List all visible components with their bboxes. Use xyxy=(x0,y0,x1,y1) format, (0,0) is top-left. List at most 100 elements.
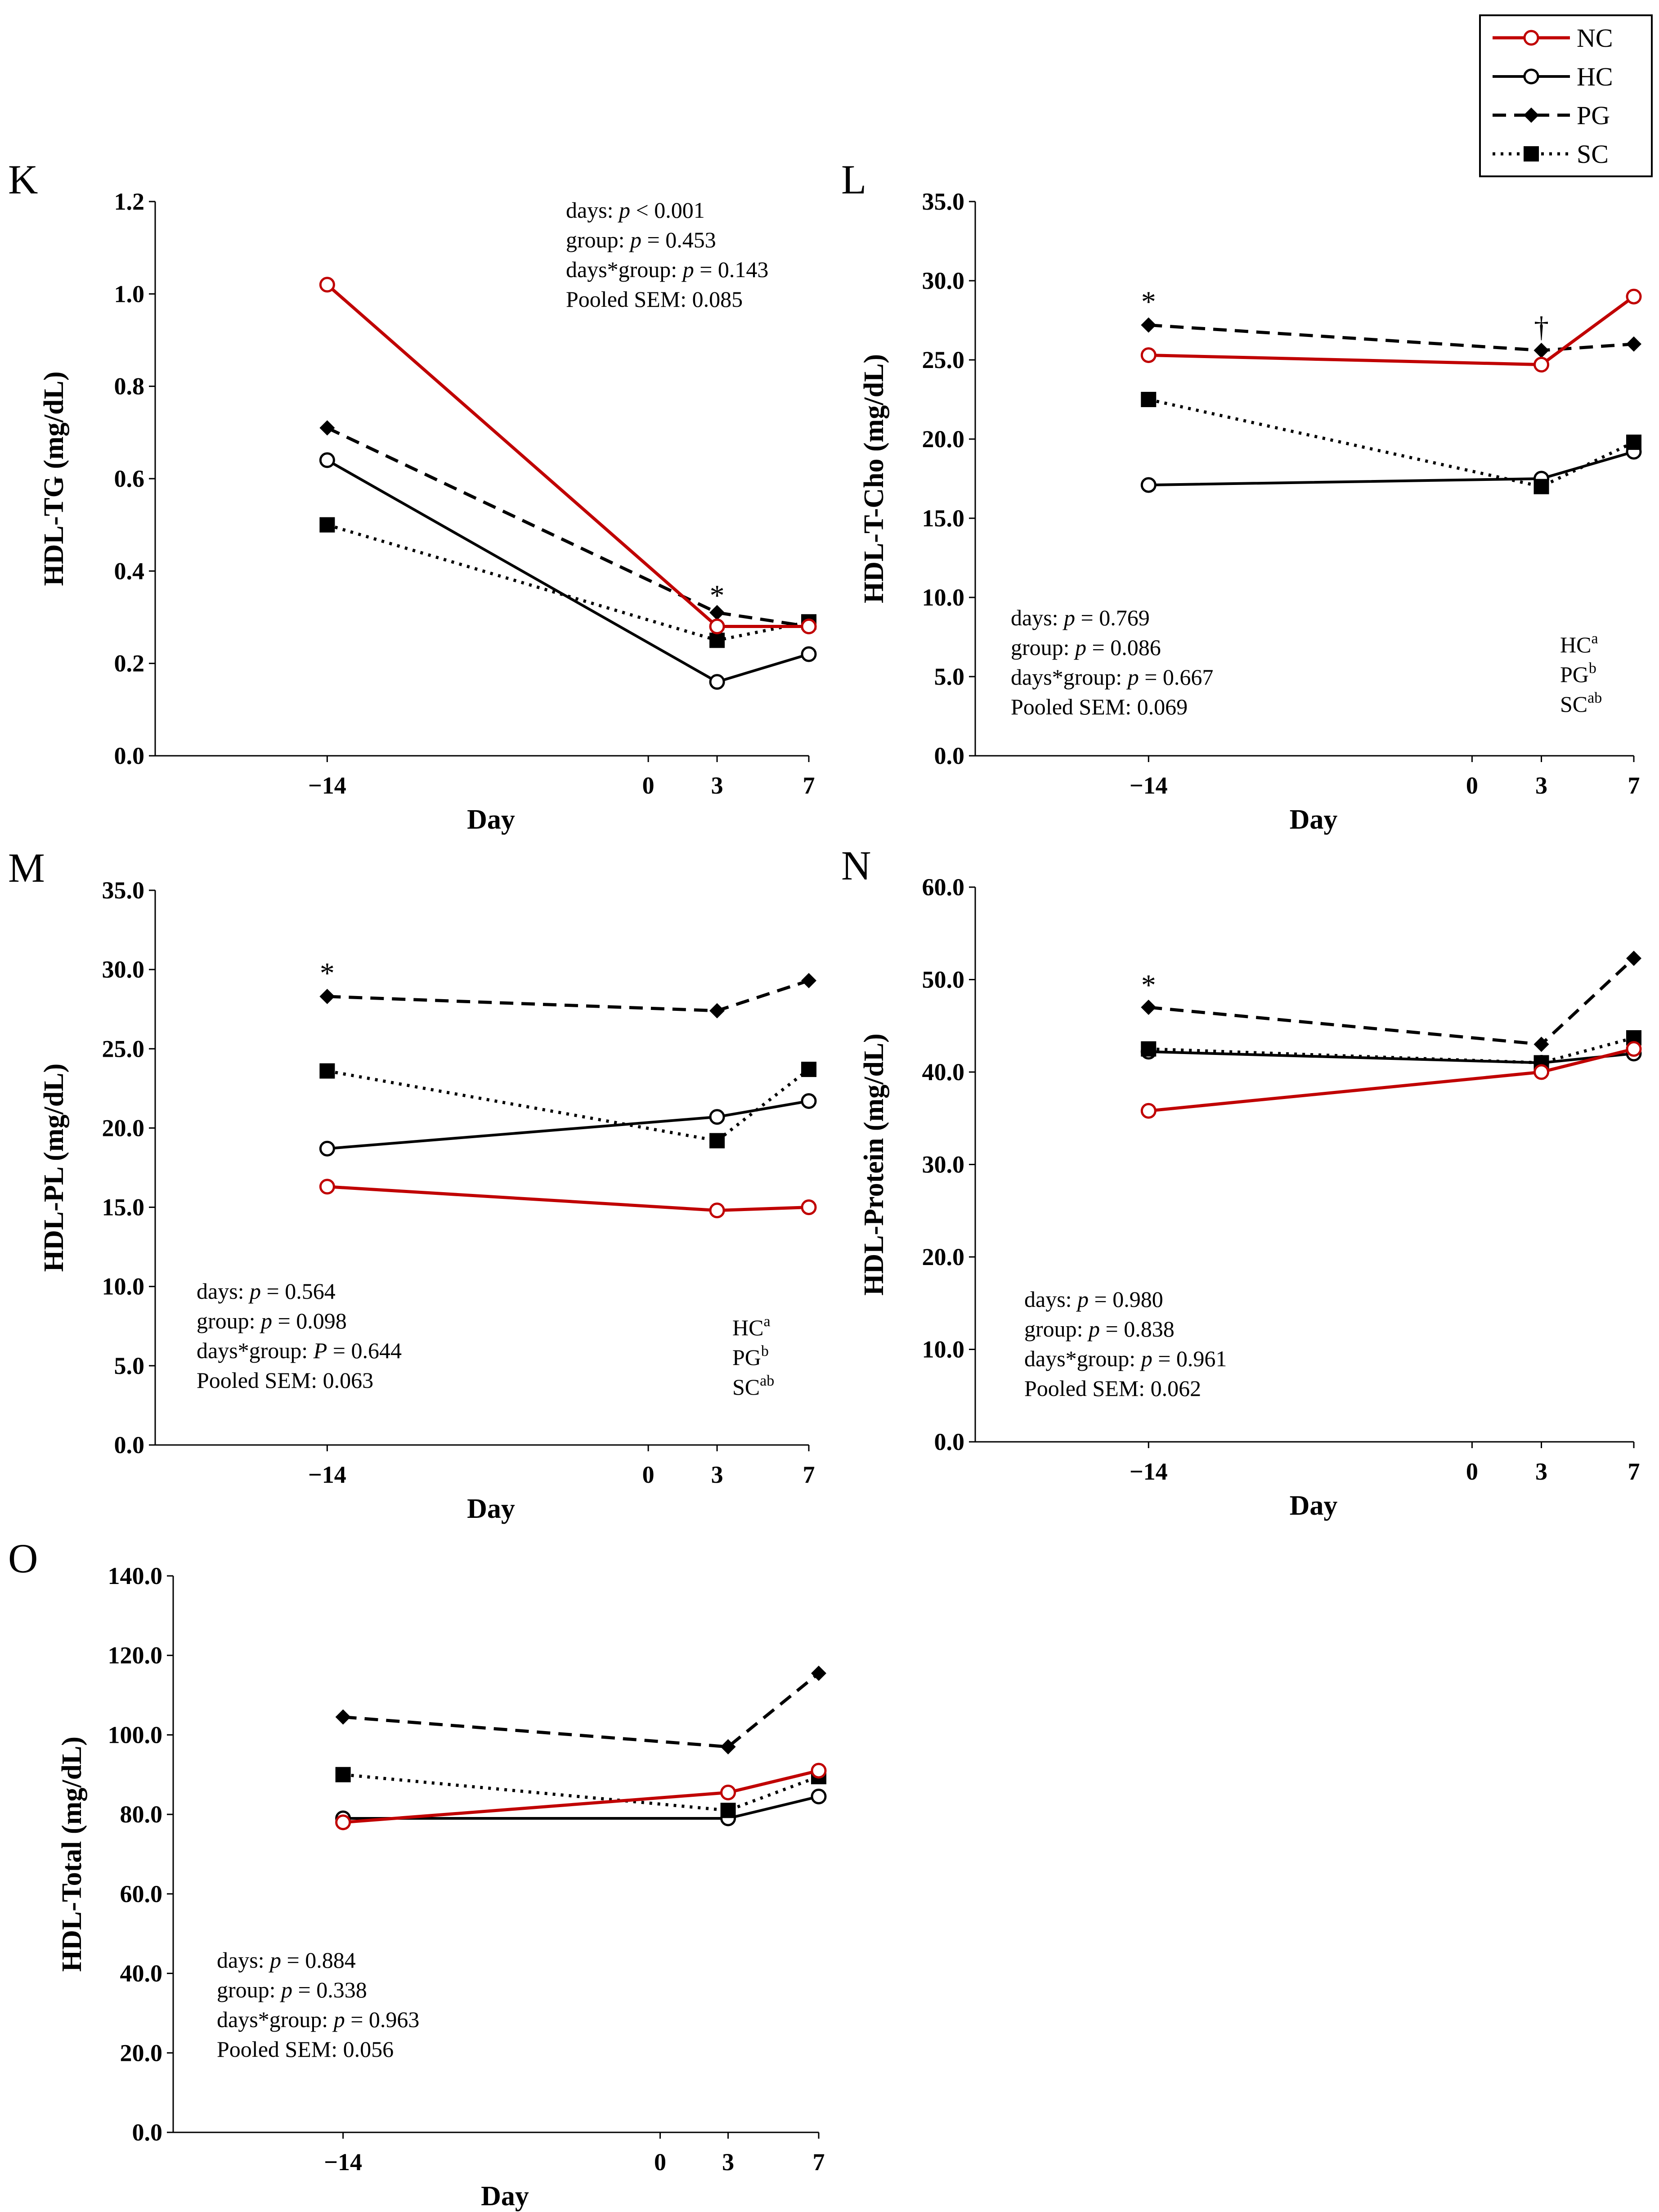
group-superscript: ab xyxy=(1587,690,1602,706)
y-tick-label: 25.0 xyxy=(102,1035,145,1062)
x-tick-label: 7 xyxy=(1628,1458,1640,1485)
point-hc xyxy=(319,452,335,468)
stat-line: group: p = 0.453 xyxy=(566,227,716,252)
series-line-sc xyxy=(327,1068,810,1143)
y-tick-label: 80.0 xyxy=(120,1801,163,1828)
group-letter: PGb xyxy=(732,1343,769,1370)
x-tick-label: −14 xyxy=(308,1461,346,1488)
y-tick-label: 50.0 xyxy=(922,966,965,993)
legend-label-nc: NC xyxy=(1577,23,1613,53)
x-tick-label: 3 xyxy=(1535,772,1547,799)
y-tick-label: 30.0 xyxy=(922,1151,965,1178)
stat-post: = 0.667 xyxy=(1139,664,1214,690)
stat-p: p xyxy=(1074,635,1086,660)
group-name: PG xyxy=(732,1345,761,1370)
y-tick-label: 30.0 xyxy=(922,267,965,294)
stat-pre: days: xyxy=(1024,1287,1077,1312)
x-tick-label: 0 xyxy=(1466,772,1478,799)
stat-post: < 0.001 xyxy=(630,197,705,223)
significance-mark: † xyxy=(1534,311,1549,344)
stat-pre: days*group: xyxy=(1011,664,1128,690)
group-superscript: b xyxy=(761,1343,769,1360)
legend: NC HC PG SC xyxy=(1479,14,1653,177)
stat-post: = 0.963 xyxy=(345,2007,420,2032)
significance-mark: * xyxy=(1141,969,1156,1002)
series-line-sc xyxy=(1148,1036,1634,1064)
stat-post: = 0.086 xyxy=(1086,635,1161,660)
point-sc xyxy=(709,1133,725,1149)
y-tick-label: 0.8 xyxy=(114,373,145,400)
y-tick-label: 10.0 xyxy=(922,584,965,611)
point-sc xyxy=(319,1063,335,1079)
y-tick-label: 0.0 xyxy=(114,742,145,769)
y-tick-label: 100.0 xyxy=(108,1721,163,1748)
group-superscript: b xyxy=(1589,660,1596,677)
stat-p: p xyxy=(248,1279,261,1304)
x-axis-title: Day xyxy=(1290,804,1338,835)
stat-post: = 0.453 xyxy=(641,227,716,252)
stat-line: days*group: P = 0.644 xyxy=(197,1338,402,1363)
series-line-hc xyxy=(1148,450,1634,487)
series-line-pg xyxy=(1148,957,1635,1046)
panel-k: K 0.0 0.2 0.4 0.6 0.8 1.0 1.2 −14 0 3 7 Day HDL-TG (m… xyxy=(8,157,817,835)
stat-p: p xyxy=(332,2007,345,2032)
group-letter: SCab xyxy=(732,1373,774,1400)
point-pg xyxy=(709,605,725,620)
group-name: HC xyxy=(732,1315,763,1340)
group-name: SC xyxy=(1560,691,1587,717)
stat-pre: days*group: xyxy=(566,257,683,282)
y-axis-title: HDL-TG (mg/dL) xyxy=(39,371,69,586)
group-letter: SCab xyxy=(1560,690,1602,717)
stat-line: Pooled SEM: 0.069 xyxy=(1011,694,1188,719)
x-tick-label: 7 xyxy=(1628,772,1640,799)
x-tick-label: −14 xyxy=(308,772,346,799)
point-nc xyxy=(801,1199,817,1216)
point-sc xyxy=(319,517,335,533)
x-tick-label: −14 xyxy=(1130,772,1168,799)
stat-p: p xyxy=(280,1977,292,2002)
x-tick-label: 3 xyxy=(711,1461,723,1488)
point-hc xyxy=(801,646,817,662)
point-pg xyxy=(1626,951,1641,966)
series-line-hc xyxy=(343,1795,819,1820)
stat-post: = 0.838 xyxy=(1100,1316,1175,1342)
stat-p: p xyxy=(618,197,630,223)
group-name: PG xyxy=(1560,662,1589,687)
point-nc xyxy=(1626,288,1642,305)
point-pg xyxy=(720,1739,736,1754)
stat-pre: Pooled SEM: 0.069 xyxy=(1011,694,1188,719)
stat-line: days*group: p = 0.667 xyxy=(1011,664,1213,690)
point-pg xyxy=(1141,317,1157,333)
group-letter: HCa xyxy=(1560,630,1598,657)
panel-label: O xyxy=(8,1535,38,1581)
legend-marker-nc xyxy=(1523,30,1539,46)
point-nc xyxy=(811,1763,827,1779)
stat-post: = 0.980 xyxy=(1089,1287,1163,1312)
y-tick-label: 0.6 xyxy=(114,465,145,492)
y-tick-label: 0.4 xyxy=(114,557,145,584)
point-sc xyxy=(1533,479,1549,494)
x-tick-label: 7 xyxy=(803,772,815,799)
x-tick-label: 3 xyxy=(711,772,723,799)
y-tick-label: 120.0 xyxy=(108,1642,163,1669)
stat-post: = 0.564 xyxy=(261,1279,336,1304)
stat-p: p xyxy=(1063,605,1075,630)
y-tick-label: 10.0 xyxy=(102,1273,145,1300)
stat-post: = 0.143 xyxy=(694,257,769,282)
point-pg xyxy=(1626,336,1641,352)
stat-pre: days*group: xyxy=(1024,1346,1141,1371)
group-superscript: a xyxy=(763,1313,770,1330)
panel-n: N 0.0 10.0 20.0 30.0 40.0 50.0 60.0 −14 0 3 7 Day HDL… xyxy=(841,843,1642,1521)
x-tick-label: 3 xyxy=(1535,1458,1547,1485)
series-line-sc xyxy=(1148,398,1635,489)
stat-line: Pooled SEM: 0.063 xyxy=(197,1368,373,1393)
stat-pre: days: xyxy=(1011,605,1064,630)
x-tick-label: 7 xyxy=(813,2149,825,2176)
stat-line: Pooled SEM: 0.056 xyxy=(217,2037,394,2062)
stat-line: group: p = 0.098 xyxy=(197,1308,347,1333)
stat-pre: days*group: xyxy=(217,2007,334,2032)
legend-box xyxy=(1479,14,1653,177)
x-tick-label: 3 xyxy=(722,2149,734,2176)
point-sc xyxy=(1141,1041,1157,1057)
panel-label: M xyxy=(8,845,45,891)
